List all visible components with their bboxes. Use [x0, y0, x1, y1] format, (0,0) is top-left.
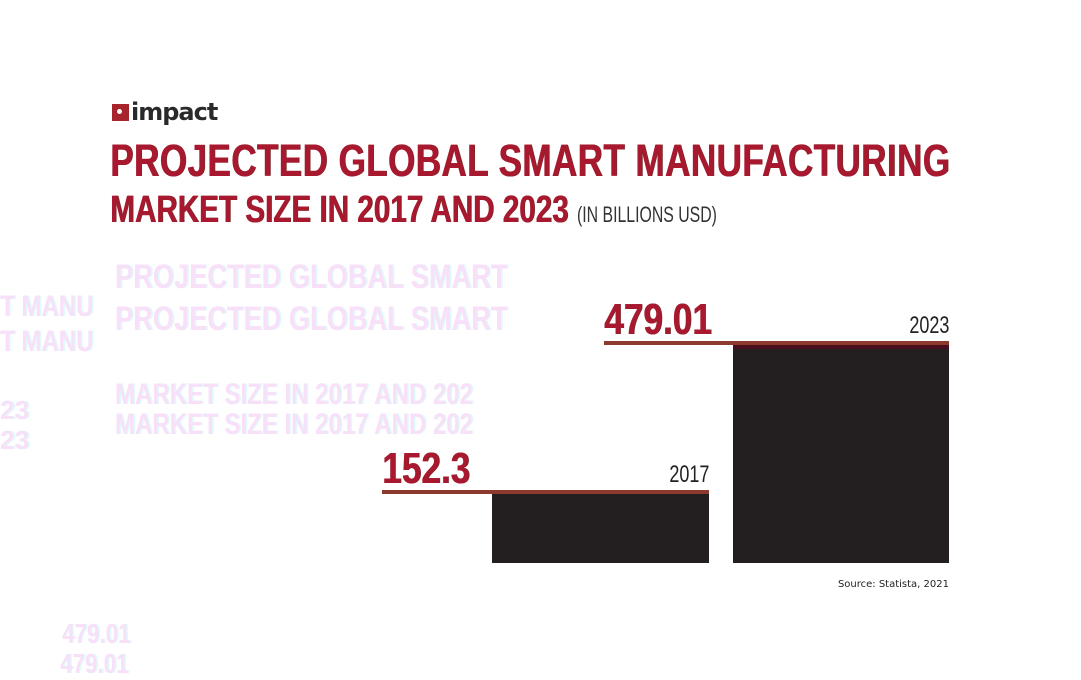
ghost-artifact-text: PROJECTED GLOBAL SMART	[115, 300, 508, 338]
ghost-artifact-text: MARKET SIZE IN 2017 AND 202	[115, 378, 473, 411]
square-dot-icon	[112, 104, 129, 121]
chart-unit-label: (IN BILLIONS USD)	[577, 202, 717, 227]
ghost-artifact-text: 479.01	[62, 618, 131, 649]
source-note: Source: Statista, 2021	[837, 579, 949, 590]
ghost-artifact-text: T MANU	[0, 290, 94, 323]
ghost-artifact-text: 479.01	[60, 648, 129, 679]
bar-2023	[733, 349, 949, 563]
value-label-2023: 479.01	[604, 295, 712, 344]
ghost-artifact-text: 23	[0, 395, 29, 425]
ghost-artifact-text: MARKET SIZE IN 2017 AND 202	[115, 408, 473, 441]
value-label-2017: 152.3	[382, 444, 471, 493]
chart-title-line2-wrap: MARKET SIZE IN 2017 AND 2023 (IN BILLION…	[110, 188, 717, 232]
chart-title-line1: PROJECTED GLOBAL SMART MANUFACTURING	[110, 135, 951, 186]
year-label-2023: 2023	[908, 312, 949, 339]
year-label-2017: 2017	[668, 461, 709, 488]
ghost-artifact-text: 23	[0, 425, 29, 455]
brand-name: impact	[131, 98, 218, 126]
ghost-artifact-text: T MANU	[0, 325, 94, 358]
brand-logo: impact	[112, 98, 218, 126]
chart-title-line2: MARKET SIZE IN 2017 AND 2023	[110, 189, 569, 231]
bar-2017	[492, 494, 709, 563]
bar-rule-2023	[604, 341, 949, 345]
ghost-artifact-text: PROJECTED GLOBAL SMART	[115, 258, 508, 296]
bar-rule-2017	[382, 490, 709, 494]
bar-cap-2023	[733, 345, 949, 349]
